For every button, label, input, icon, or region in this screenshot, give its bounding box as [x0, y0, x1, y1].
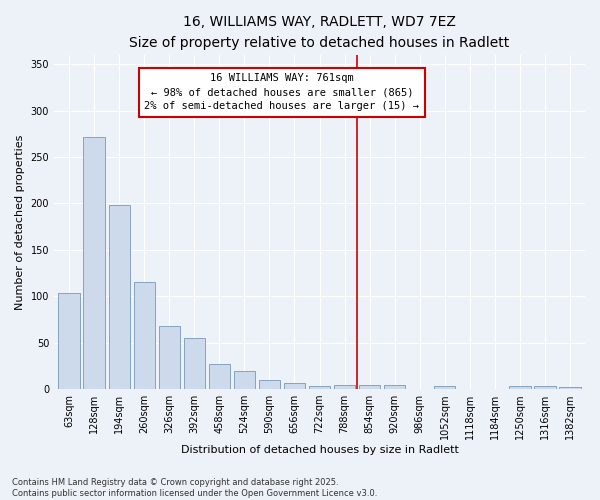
Text: Contains HM Land Registry data © Crown copyright and database right 2025.
Contai: Contains HM Land Registry data © Crown c… [12, 478, 377, 498]
Y-axis label: Number of detached properties: Number of detached properties [15, 134, 25, 310]
Bar [534, 386, 556, 389]
Bar [284, 382, 305, 389]
Bar [134, 282, 155, 389]
Bar [509, 386, 530, 389]
X-axis label: Distribution of detached houses by size in Radlett: Distribution of detached houses by size … [181, 445, 458, 455]
Bar [334, 386, 355, 389]
Bar [309, 386, 330, 389]
Bar [109, 206, 130, 389]
Bar [384, 386, 406, 389]
Bar [184, 338, 205, 389]
Bar [209, 364, 230, 389]
Bar [259, 380, 280, 389]
Text: 16 WILLIAMS WAY: 761sqm
← 98% of detached houses are smaller (865)
2% of semi-de: 16 WILLIAMS WAY: 761sqm ← 98% of detache… [145, 74, 419, 112]
Title: 16, WILLIAMS WAY, RADLETT, WD7 7EZ
Size of property relative to detached houses : 16, WILLIAMS WAY, RADLETT, WD7 7EZ Size … [130, 15, 509, 50]
Bar [58, 294, 80, 389]
Bar [359, 386, 380, 389]
Bar [559, 387, 581, 389]
Bar [158, 326, 180, 389]
Bar [434, 386, 455, 389]
Bar [234, 372, 255, 389]
Bar [83, 136, 105, 389]
